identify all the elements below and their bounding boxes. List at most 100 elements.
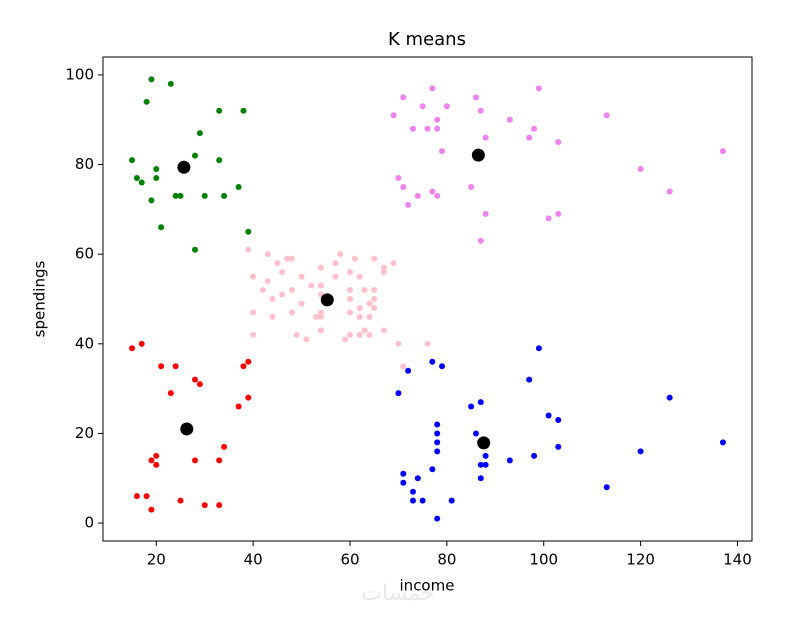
point bbox=[471, 148, 485, 162]
point bbox=[482, 452, 489, 459]
point bbox=[429, 358, 436, 365]
y-tick-label: 60 bbox=[75, 245, 94, 263]
point bbox=[342, 336, 349, 343]
point bbox=[434, 192, 441, 199]
point bbox=[434, 125, 441, 132]
point bbox=[201, 502, 208, 509]
point bbox=[482, 461, 489, 468]
x-tick-label: 40 bbox=[244, 551, 263, 569]
point bbox=[148, 457, 155, 464]
point bbox=[666, 188, 673, 195]
point bbox=[395, 390, 402, 397]
point bbox=[153, 175, 160, 181]
point bbox=[180, 422, 194, 436]
point bbox=[129, 157, 136, 164]
point bbox=[637, 448, 644, 455]
point bbox=[400, 94, 407, 101]
point bbox=[434, 421, 441, 428]
point bbox=[288, 287, 295, 294]
point bbox=[347, 309, 354, 316]
point bbox=[429, 85, 436, 92]
point bbox=[240, 363, 247, 370]
point bbox=[371, 287, 378, 294]
point bbox=[235, 403, 242, 410]
y-tick-label: 0 bbox=[84, 514, 94, 532]
x-tick-label: 100 bbox=[529, 551, 558, 569]
x-tick-label: 80 bbox=[437, 551, 456, 569]
point bbox=[153, 452, 160, 459]
point bbox=[317, 264, 324, 271]
point bbox=[221, 192, 228, 199]
point bbox=[545, 412, 552, 419]
point bbox=[371, 296, 378, 302]
point bbox=[506, 457, 513, 464]
point bbox=[666, 394, 673, 401]
point bbox=[400, 363, 407, 370]
point bbox=[468, 183, 475, 190]
point bbox=[366, 313, 373, 320]
point bbox=[555, 443, 562, 450]
point bbox=[133, 175, 140, 181]
point bbox=[351, 255, 358, 262]
point bbox=[380, 327, 387, 334]
point bbox=[250, 273, 257, 280]
point bbox=[216, 107, 223, 114]
x-axis-label: income bbox=[400, 577, 455, 595]
point bbox=[221, 443, 228, 450]
point bbox=[279, 291, 286, 298]
point bbox=[279, 269, 286, 276]
point bbox=[259, 287, 266, 294]
point bbox=[250, 331, 257, 338]
point bbox=[472, 430, 479, 437]
point bbox=[361, 287, 368, 294]
y-tick-label: 40 bbox=[75, 334, 94, 352]
point bbox=[235, 183, 242, 190]
point bbox=[172, 192, 179, 199]
point bbox=[468, 403, 475, 410]
point bbox=[288, 255, 295, 262]
point bbox=[196, 381, 203, 388]
point bbox=[366, 300, 373, 307]
point bbox=[356, 331, 363, 338]
point bbox=[434, 439, 441, 446]
point bbox=[477, 436, 491, 450]
point bbox=[531, 452, 538, 459]
x-tick-label: 140 bbox=[723, 551, 752, 569]
point bbox=[138, 340, 145, 347]
point bbox=[414, 192, 421, 199]
point bbox=[390, 112, 397, 119]
point bbox=[555, 210, 562, 217]
x-tick-label: 20 bbox=[147, 551, 166, 569]
point bbox=[482, 210, 489, 217]
plot-frame bbox=[102, 56, 753, 542]
point bbox=[419, 103, 426, 110]
point bbox=[143, 98, 150, 105]
point bbox=[269, 296, 276, 302]
point bbox=[138, 179, 145, 186]
point bbox=[216, 457, 223, 464]
point bbox=[245, 394, 252, 401]
point bbox=[371, 255, 378, 262]
x-tick-label: 60 bbox=[340, 551, 359, 569]
point bbox=[395, 175, 402, 181]
point bbox=[192, 457, 199, 464]
point bbox=[298, 300, 305, 307]
point bbox=[167, 80, 174, 87]
point bbox=[284, 255, 291, 262]
point bbox=[320, 293, 334, 307]
point bbox=[264, 251, 271, 258]
point bbox=[366, 331, 373, 338]
point bbox=[245, 246, 252, 253]
point bbox=[395, 340, 402, 347]
point bbox=[719, 148, 726, 155]
point bbox=[535, 345, 542, 352]
point bbox=[298, 273, 305, 280]
point bbox=[477, 461, 484, 468]
point bbox=[400, 183, 407, 190]
point bbox=[288, 309, 295, 316]
point bbox=[158, 363, 165, 370]
y-tick-label: 20 bbox=[75, 424, 94, 442]
point bbox=[308, 282, 315, 289]
